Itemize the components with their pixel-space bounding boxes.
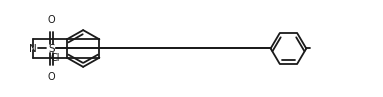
Text: O: O — [47, 72, 55, 82]
Text: S: S — [48, 43, 55, 54]
Text: O: O — [47, 15, 55, 25]
Text: Cl: Cl — [51, 53, 60, 63]
Text: N: N — [29, 43, 37, 54]
